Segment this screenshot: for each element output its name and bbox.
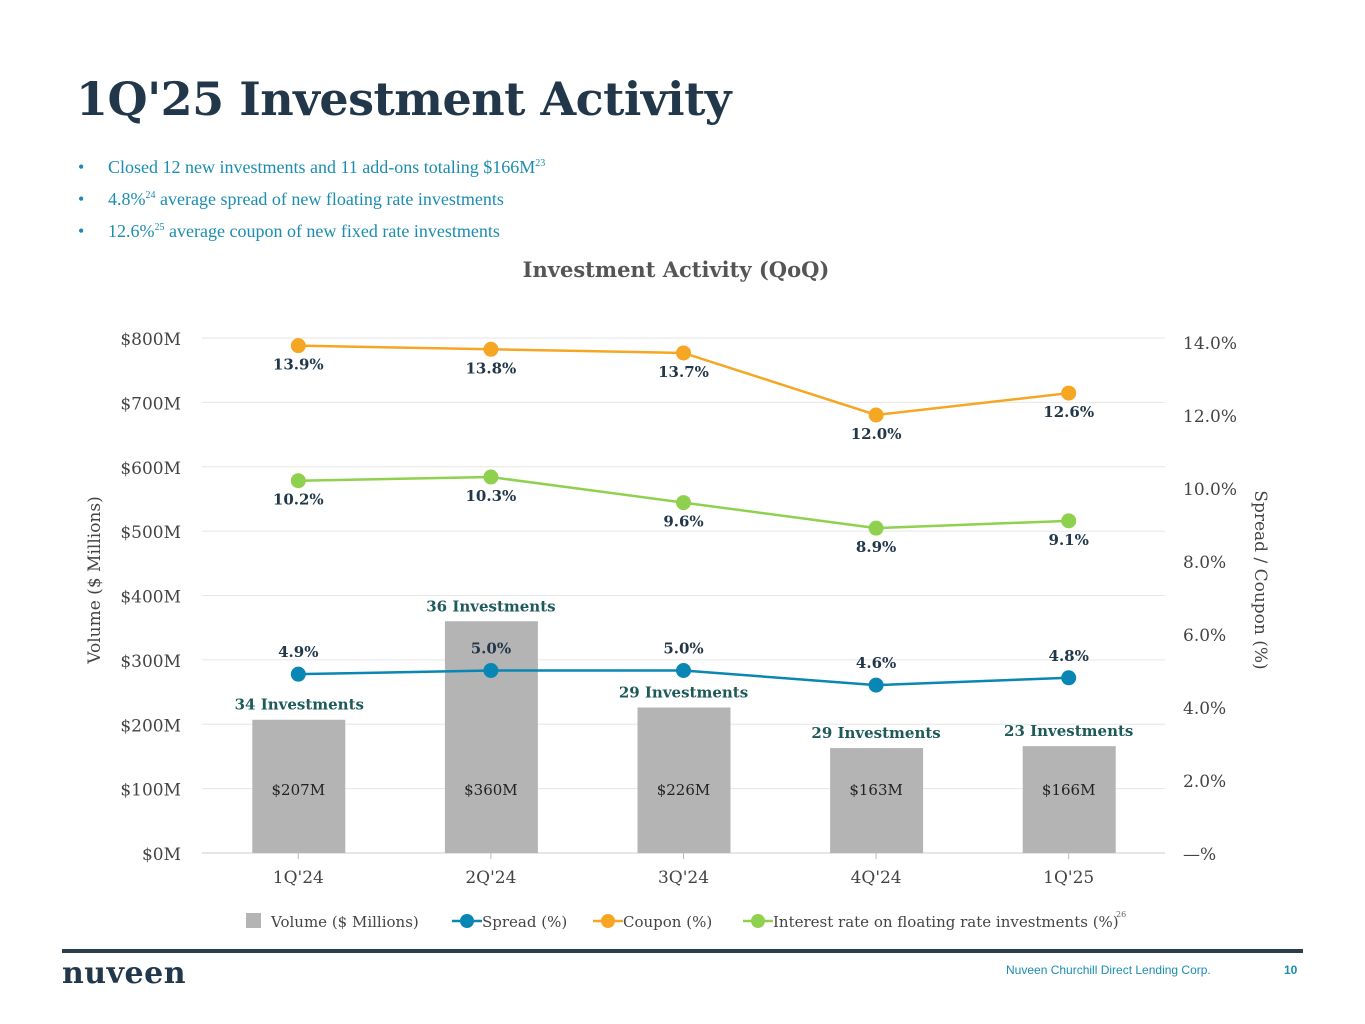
- footer-divider: [62, 949, 1303, 953]
- left-axis-label: Volume ($ Millions): [85, 496, 105, 664]
- data-label: 9.6%: [663, 513, 703, 531]
- bar-count-label: 29 Investments: [619, 684, 748, 702]
- nuveen-logo: nuveen: [62, 956, 187, 991]
- legend-footnote: 26: [1116, 910, 1126, 919]
- data-point: [868, 407, 884, 423]
- legend-label: Volume ($ Millions): [270, 913, 419, 931]
- bullet-item: • 4.8%24 average spread of new floating r…: [78, 189, 504, 209]
- left-tick-label: $500M: [120, 523, 181, 543]
- left-tick-label: $700M: [120, 394, 181, 414]
- data-point: [676, 495, 691, 511]
- data-point: [290, 338, 306, 354]
- bar-value-label: $207M: [272, 781, 326, 799]
- right-axis-label: Spread / Coupon (%): [1250, 490, 1270, 669]
- left-tick-label: $800M: [120, 330, 181, 350]
- data-label: 13.9%: [273, 356, 324, 374]
- bullet-list: • Closed 12 new investments and 11 add-on…: [78, 150, 545, 246]
- left-tick-label: $300M: [120, 652, 181, 672]
- data-point: [483, 469, 499, 485]
- bar: [1022, 746, 1116, 853]
- bar-count-label: 23 Investments: [1004, 722, 1133, 740]
- legend-marker: [460, 914, 474, 928]
- bar-count-label: 29 Investments: [811, 724, 940, 742]
- data-point: [868, 677, 884, 693]
- data-label: 5.0%: [663, 640, 703, 658]
- right-tick-label: 14.0%: [1183, 334, 1237, 354]
- legend-label: Coupon (%): [623, 913, 712, 931]
- left-tick-label: $100M: [120, 781, 181, 801]
- legend-marker: [601, 914, 615, 928]
- x-tick-label: 4Q'24: [851, 868, 902, 888]
- data-point: [1061, 513, 1077, 529]
- data-label: 13.8%: [466, 359, 517, 377]
- bar: [830, 748, 924, 853]
- right-tick-label: 10.0%: [1183, 480, 1237, 500]
- x-tick-label: 1Q'24: [273, 868, 324, 888]
- bar-count-label: 36 Investments: [426, 597, 555, 615]
- footnote-ref: 24: [145, 190, 156, 201]
- right-tick-label: —%: [1183, 845, 1216, 865]
- bar-value-label: $163M: [849, 781, 903, 799]
- x-tick-label: 3Q'24: [658, 868, 709, 888]
- bullet-text: average spread of new floating rate inve…: [155, 189, 504, 209]
- footnote-ref: 25: [154, 222, 165, 233]
- right-tick-label: 8.0%: [1183, 553, 1226, 573]
- page-number: 10: [1284, 963, 1298, 977]
- data-label: 12.0%: [851, 425, 902, 443]
- legend-swatch-volume: [246, 913, 261, 928]
- footnote-ref: 23: [535, 158, 546, 169]
- bullet-text: average coupon of new fixed rate investm…: [164, 221, 500, 241]
- data-point: [290, 666, 306, 682]
- bullet-text: Closed 12 new investments and 11 add-ons…: [108, 157, 536, 177]
- bar-value-label: $226M: [657, 781, 711, 799]
- x-tick-label: 1Q'25: [1043, 868, 1094, 888]
- bar-value-label: $166M: [1042, 781, 1096, 799]
- right-tick-label: 12.0%: [1183, 407, 1237, 427]
- bar-count-label: 34 Investments: [235, 696, 364, 714]
- data-label: 5.0%: [471, 640, 511, 658]
- data-label: 4.8%: [1049, 647, 1089, 665]
- footer-company: Nuveen Churchill Direct Lending Corp.: [1006, 963, 1211, 977]
- bullet-item: • Closed 12 new investments and 11 add-on…: [78, 157, 546, 177]
- bar: [444, 621, 538, 853]
- bar: [637, 707, 731, 853]
- data-point: [483, 663, 499, 678]
- data-label: 8.9%: [856, 538, 896, 556]
- data-label: 12.6%: [1043, 403, 1094, 421]
- right-tick-label: 6.0%: [1183, 626, 1226, 646]
- chart-title: Investment Activity (QoQ): [523, 257, 830, 282]
- data-point: [676, 345, 691, 361]
- data-label: 10.3%: [466, 487, 517, 505]
- data-point: [483, 341, 499, 357]
- data-point: [676, 663, 691, 678]
- data-label: 10.2%: [273, 491, 324, 509]
- left-tick-label: $0M: [142, 845, 181, 865]
- data-point: [290, 473, 306, 489]
- bullet-item: • 12.6%25 average coupon of new fixed rat…: [78, 221, 500, 241]
- bar: [252, 719, 346, 853]
- data-point: [1061, 385, 1077, 401]
- data-label: 13.7%: [658, 363, 709, 381]
- right-tick-label: 2.0%: [1183, 772, 1226, 792]
- bar-value-label: $360M: [464, 781, 518, 799]
- data-label: 4.9%: [278, 643, 318, 661]
- legend-marker: [751, 914, 765, 928]
- left-tick-label: $600M: [120, 459, 181, 479]
- right-tick-label: 4.0%: [1183, 699, 1226, 719]
- bullet-value: 4.8%: [108, 189, 146, 209]
- x-tick-label: 2Q'24: [465, 868, 516, 888]
- data-point: [868, 520, 884, 536]
- legend-label: Spread (%): [482, 913, 567, 931]
- data-point: [1061, 670, 1077, 686]
- bullet-value: 12.6%: [108, 221, 155, 241]
- left-tick-label: $200M: [120, 716, 181, 736]
- data-label: 4.6%: [856, 654, 896, 672]
- left-tick-label: $400M: [120, 588, 181, 608]
- data-label: 9.1%: [1049, 531, 1089, 549]
- page-title: 1Q'25 Investment Activity: [76, 72, 732, 126]
- legend-label: Interest rate on floating rate investmen…: [773, 913, 1119, 931]
